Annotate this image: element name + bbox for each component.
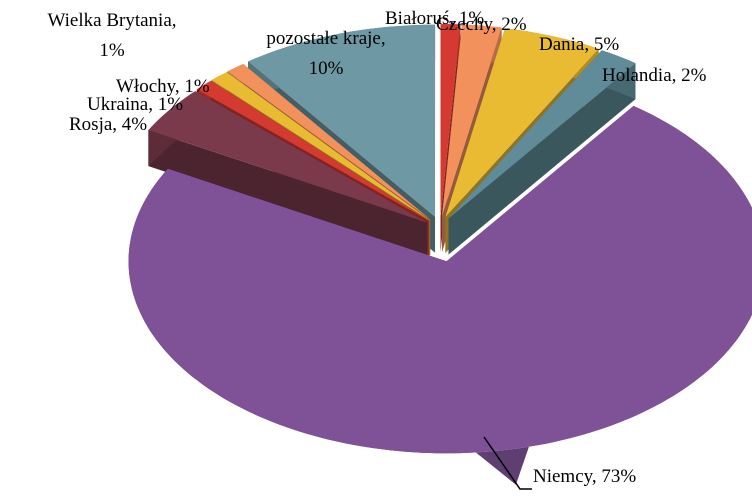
- slice-top: [148, 91, 428, 223]
- slice-top: [128, 105, 752, 454]
- slice: [448, 50, 636, 255]
- slice: [128, 105, 752, 485]
- slice-side: [448, 63, 636, 255]
- leader-line: [483, 436, 532, 490]
- data-label: Holandia, 2%: [602, 65, 707, 86]
- data-label: Włochy, 1%: [116, 76, 210, 97]
- data-label: Białoruś, 1%: [385, 8, 484, 29]
- data-label: Czechy, 2%: [436, 14, 527, 35]
- data-label: Ukraina, 1%: [87, 94, 183, 115]
- slice-top: [445, 28, 599, 217]
- data-label: Wielka Brytania, 1%: [47, 10, 176, 61]
- slice: [148, 91, 428, 259]
- data-label: Dania, 5%: [539, 34, 619, 55]
- slice-top: [448, 50, 636, 219]
- data-label: Rosja, 4%: [69, 114, 147, 135]
- slice-top: [440, 24, 461, 217]
- slice-top: [442, 24, 502, 217]
- data-label: pozostałe kraje, 10%: [266, 28, 385, 79]
- data-label: Niemcy, 73%: [533, 466, 636, 487]
- slice-top: [196, 80, 429, 221]
- slice-top: [211, 72, 430, 220]
- slice-side: [148, 130, 428, 259]
- slice-top: [248, 24, 436, 217]
- slice-top: [227, 64, 431, 220]
